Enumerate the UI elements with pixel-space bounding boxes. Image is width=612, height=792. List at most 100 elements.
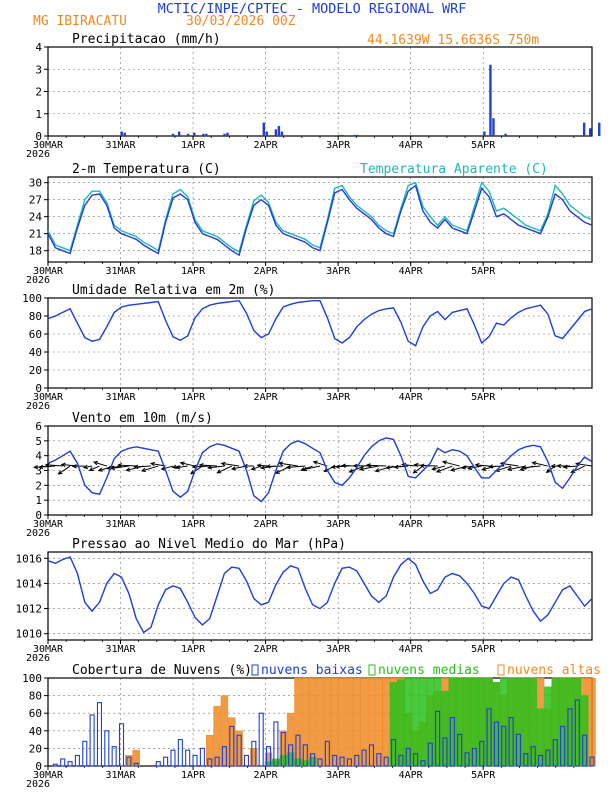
wind-vector	[134, 465, 151, 468]
x-tick-label: 2APR	[254, 644, 279, 655]
wind-vector	[190, 465, 203, 475]
cloud-bar-low	[435, 710, 441, 767]
legend-label-2: nuvens altas	[507, 663, 601, 678]
cloud-bar-high	[588, 677, 596, 767]
cloud-bar-low	[111, 746, 117, 767]
x-year-label: 2026	[26, 779, 50, 790]
wind-arrowhead	[117, 463, 123, 468]
precip-bar	[277, 125, 281, 136]
wind-arrowhead	[330, 464, 336, 469]
cloud-bar-low	[207, 758, 213, 767]
wind-arrowhead	[302, 466, 308, 472]
cloud-bar-low	[96, 702, 103, 767]
wind-arrowhead	[92, 461, 99, 466]
panel-title: Vento em 10m (m/s)	[72, 411, 213, 426]
wind-vector	[199, 464, 218, 467]
x-tick-label: 4APR	[399, 392, 424, 403]
panel-title: 2-m Temperatura (C)	[72, 162, 221, 177]
cloud-bar-low	[413, 753, 419, 767]
wind-arrowhead	[521, 465, 527, 470]
cloud-bar-low	[280, 732, 286, 767]
cloud-bar-low	[515, 733, 522, 767]
panel-title: Pressao ao Nivel Medio do Mar (hPa)	[72, 537, 346, 552]
cloud-bar-mid	[411, 677, 420, 767]
wind-arrowhead	[481, 466, 487, 471]
x-tick-label: 5APR	[471, 519, 496, 530]
wind-vector	[286, 465, 306, 468]
cloud-bar-high	[308, 677, 317, 767]
wind-arrowhead	[97, 467, 103, 472]
y-tick-label: 3	[35, 465, 42, 478]
wind-vector	[221, 462, 240, 467]
x-tick-label: 4APR	[399, 644, 424, 655]
precip-bar	[187, 133, 190, 136]
precip-bar	[582, 122, 586, 136]
cloud-bar-low	[185, 749, 191, 767]
cloud-bar-low	[508, 717, 514, 767]
y-tick-label: 40	[29, 346, 42, 359]
wind-vector	[303, 465, 321, 471]
wind-vector	[394, 465, 409, 468]
x-tick-label: 3APR	[326, 770, 351, 781]
wind-vector	[475, 464, 490, 467]
panel-title: Precipitacao (mm/h)	[72, 32, 221, 47]
cloud-bar-mid	[522, 677, 530, 767]
series-line-temperatura	[47, 184, 593, 257]
x-tick-label: 1APR	[181, 644, 206, 655]
x-tick-label: 1APR	[181, 770, 206, 781]
wind-arrowhead	[149, 461, 156, 467]
header-location: MG IBIRACATU	[33, 14, 127, 29]
y-tick-label: 3	[35, 63, 42, 76]
y-tick-label: 21	[29, 228, 42, 241]
wind-arrowhead	[242, 463, 248, 469]
cloud-bar-low	[405, 747, 411, 767]
wind-arrowhead	[274, 469, 280, 474]
x-tick-label: 30MAR	[33, 770, 64, 781]
wind-arrowhead	[133, 464, 139, 469]
header-title: MCTIC/INPE/CPTEC - MODELO REGIONAL WRF	[158, 1, 467, 17]
panel-title: Umidade Relativa em 2m (%)	[72, 283, 276, 298]
cloud-bar-low	[52, 763, 58, 767]
wind-arrowhead	[256, 463, 262, 468]
wind-vector	[83, 465, 93, 469]
x-tick-label: 2APR	[254, 519, 279, 530]
cloud-bar-low	[192, 754, 198, 767]
x-tick-label: 3APR	[326, 644, 351, 655]
cloud-bar-mid	[419, 677, 427, 767]
wind-arrowhead	[44, 462, 50, 468]
cloud-bar-low	[155, 761, 161, 767]
wind-arrowhead	[488, 464, 494, 469]
cloud-bar-low	[376, 753, 382, 767]
precip-bar	[341, 134, 344, 136]
x-tick-label: 30MAR	[33, 140, 64, 151]
y-tick-label: 0	[35, 760, 42, 773]
plot-frame	[47, 46, 593, 137]
wind-arrowhead	[531, 461, 537, 466]
cloud-bar-low	[324, 740, 330, 767]
x-tick-label: 31MAR	[105, 266, 136, 277]
x-tick-label: 5APR	[471, 392, 496, 403]
cloud-bar-high	[316, 677, 324, 767]
wind-arrowhead	[323, 467, 329, 472]
x-tick-label: 30MAR	[33, 519, 64, 530]
wind-arrowhead	[230, 466, 237, 471]
cloud-bar-low	[582, 734, 588, 767]
wind-arrowhead	[140, 467, 146, 472]
wind-arrowhead	[220, 461, 226, 467]
wind-arrowhead	[175, 465, 181, 470]
wind-arrowhead	[460, 465, 466, 470]
precip-bar	[338, 134, 341, 136]
cloud-bar-low	[295, 734, 301, 767]
cloud-bar-low	[221, 746, 227, 767]
precip-bar	[492, 118, 495, 136]
wind-arrowhead	[88, 466, 94, 471]
wind-arrowhead	[312, 460, 318, 465]
wind-arrowhead	[60, 462, 66, 468]
precip-bar	[588, 128, 592, 136]
wind-vector	[89, 465, 100, 471]
y-tick-label: 80	[29, 310, 42, 323]
wind-arrowhead	[545, 468, 551, 473]
x-tick-label: 3APR	[326, 519, 351, 530]
precip-bar	[226, 132, 229, 136]
wind-arrowhead	[365, 463, 371, 468]
